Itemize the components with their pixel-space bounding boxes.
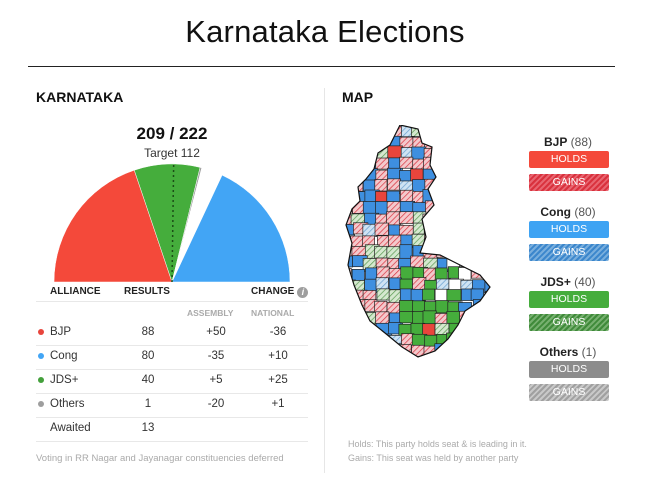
divider	[36, 301, 308, 302]
table-row-jds: JDS+ 40 +5 +25	[36, 369, 308, 393]
table-row-bjp: BJP 88 +50 -36	[36, 321, 308, 345]
others-dot-icon	[38, 401, 44, 407]
karnataka-constituency-map[interactable]	[340, 125, 520, 370]
legend-title-bjp: BJP (88)	[543, 135, 593, 149]
table-row-others: Others 1 -20 +1	[36, 393, 308, 417]
subheader-assembly: ASSEMBLY	[187, 308, 234, 318]
title-divider	[28, 66, 615, 67]
column-divider	[324, 88, 325, 473]
divider	[36, 369, 308, 370]
arc-cong	[171, 174, 291, 283]
target-label: Target 112	[144, 146, 200, 160]
divider	[36, 417, 308, 418]
divider	[36, 393, 308, 394]
jds-holds-button[interactable]: HOLDS	[529, 291, 609, 308]
divider	[36, 441, 308, 442]
semicircle-seat-chart	[53, 162, 291, 283]
seat-tally: 209 / 222	[136, 124, 208, 143]
divider	[36, 345, 308, 346]
footnote-deferred: Voting in RR Nagar and Jayanagar constit…	[36, 453, 284, 464]
bjp-dot-icon	[38, 329, 44, 335]
col-header-results: RESULTS	[124, 286, 170, 297]
subheader-national: NATIONAL	[251, 308, 295, 318]
map-footnote: Holds: This party holds seat & is leadin…	[348, 439, 527, 463]
table-row-cong: Cong 80 -35 +10	[36, 345, 308, 369]
legend-title-jds: JDS+ (40)	[540, 275, 596, 289]
legend-title-cong: Cong (80)	[540, 205, 596, 219]
section-heading-map: MAP	[342, 89, 374, 105]
col-header-alliance: ALLIANCE	[50, 286, 101, 297]
cong-holds-button[interactable]: HOLDS	[529, 221, 609, 238]
col-header-change: CHANGE i	[251, 286, 309, 298]
others-gains-button[interactable]: GAINS	[529, 384, 609, 401]
others-holds-button[interactable]: HOLDS	[529, 361, 609, 378]
table-row-awaited: Awaited 13	[50, 422, 155, 434]
info-icon[interactable]: i	[297, 287, 309, 298]
page-title: Karnataka Elections	[185, 14, 465, 49]
section-heading-karnataka: KARNATAKA	[36, 89, 124, 105]
bjp-holds-button[interactable]: HOLDS	[529, 151, 609, 168]
cong-dot-icon	[38, 353, 44, 359]
bjp-gains-button[interactable]: GAINS	[529, 174, 609, 191]
legend-title-others: Others (1)	[539, 345, 597, 359]
jds-gains-button[interactable]: GAINS	[529, 314, 609, 331]
jds-dot-icon	[38, 377, 44, 383]
arc-bjp	[53, 169, 173, 283]
arc-awaited	[172, 167, 223, 282]
arc-others	[171, 167, 203, 283]
cong-gains-button[interactable]: GAINS	[529, 244, 609, 261]
